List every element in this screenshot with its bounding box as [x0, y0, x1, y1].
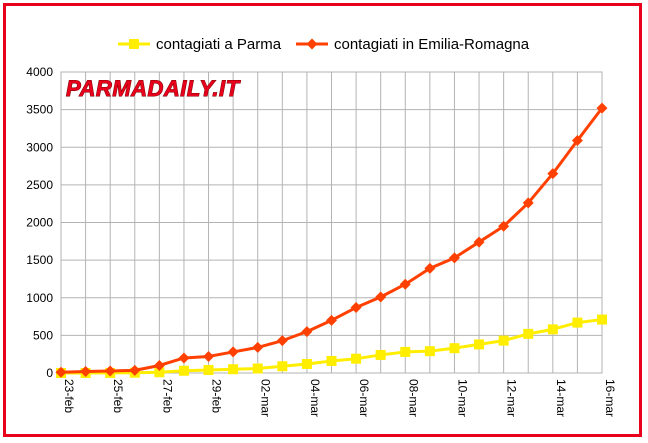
data-point [228, 364, 239, 375]
data-point [375, 291, 387, 303]
data-point [596, 102, 608, 114]
data-point [227, 346, 239, 358]
x-tick-label: 12-mar [505, 379, 519, 417]
data-point [424, 346, 435, 357]
data-point [597, 314, 607, 325]
data-point [572, 317, 583, 328]
data-point [448, 252, 460, 264]
data-point [301, 358, 312, 369]
data-point [153, 359, 165, 371]
gridlines [60, 71, 603, 374]
data-point [203, 350, 215, 362]
y-tick-label: 4000 [26, 65, 53, 79]
x-tick-label: 08-mar [406, 379, 420, 417]
x-tick-label: 29-feb [210, 379, 224, 413]
data-point [399, 278, 411, 290]
series-diamond [55, 102, 608, 378]
y-tick-label: 500 [33, 328, 53, 342]
data-point [306, 38, 318, 50]
y-tick-label: 3000 [26, 140, 53, 154]
data-point [104, 365, 116, 377]
data-point [547, 168, 559, 180]
data-point [277, 361, 288, 372]
data-point [203, 364, 214, 375]
data-point [523, 328, 534, 339]
data-point [449, 343, 460, 354]
legend-label: contagiati in Emilia-Romagna [334, 36, 530, 53]
data-point [301, 326, 313, 338]
y-tick-label: 3500 [26, 103, 53, 117]
data-point [474, 339, 485, 350]
data-point [498, 220, 510, 232]
data-point [154, 367, 165, 378]
data-point [350, 302, 362, 314]
data-point [55, 366, 67, 378]
data-point [473, 236, 485, 248]
x-tick-label: 23-feb [62, 379, 76, 413]
data-point [571, 134, 583, 146]
x-tick-label: 16-mar [603, 379, 617, 417]
data-point [400, 346, 411, 357]
data-point [178, 352, 190, 364]
data-point [80, 365, 92, 377]
y-tick-label: 1000 [26, 291, 53, 305]
legend: contagiati a Parma contagiati in Emilia-R… [118, 36, 530, 53]
x-tick-label: 02-mar [259, 379, 273, 417]
plot-area [60, 71, 603, 374]
y-tick-label: 2000 [26, 216, 53, 230]
y-tick-label: 2500 [26, 178, 53, 192]
data-point [498, 335, 509, 346]
x-tick-label: 04-mar [308, 379, 322, 417]
legend-label: contagiati a Parma [156, 36, 282, 53]
watermark-logo: PARMADAILY.IT [66, 76, 241, 101]
x-axis: 23-feb 25-feb 27-feb 29-feb 02-mar 04-mar 06-m… [62, 379, 617, 417]
data-point [547, 324, 558, 335]
data-point [522, 197, 534, 209]
data-point [424, 262, 436, 274]
legend-item: contagiati in Emilia-Romagna [296, 36, 530, 53]
data-point [252, 363, 263, 374]
data-point [276, 335, 288, 347]
data-point [375, 349, 386, 360]
y-tick-label: 1500 [26, 253, 53, 267]
x-tick-label: 06-mar [357, 379, 371, 417]
chart-frame [3, 3, 642, 437]
data-point [326, 355, 337, 366]
data-point [178, 365, 189, 376]
data-point [326, 314, 337, 326]
x-tick-label: 25-feb [111, 379, 125, 413]
y-tick-label: 0 [46, 366, 53, 380]
data-point [129, 364, 141, 376]
data-point [351, 353, 362, 364]
data-point [252, 341, 264, 353]
x-tick-label: 14-mar [554, 379, 568, 417]
legend-item: contagiati a Parma [118, 36, 282, 53]
data-point [129, 39, 139, 49]
y-axis: 0 500 1000 1500 2000 2500 3000 3500 4000 [26, 65, 53, 380]
x-tick-label: 27-feb [160, 379, 174, 413]
x-tick-label: 10-mar [455, 379, 469, 417]
series-layer [55, 102, 608, 378]
